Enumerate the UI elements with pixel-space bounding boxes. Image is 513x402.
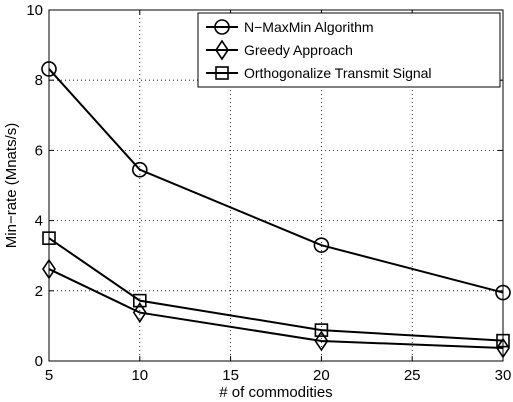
x-tick-label: 10 — [131, 367, 148, 384]
legend-label: Greedy Approach — [244, 42, 353, 58]
data-point-diamond — [132, 302, 147, 324]
legend-label: Orthogonalize Transmit Signal — [244, 65, 432, 81]
legend-marker-square — [215, 66, 229, 80]
x-tick-label: 5 — [45, 367, 53, 384]
data-point-circle — [495, 284, 511, 301]
series-circle — [41, 61, 511, 301]
data-point-diamond — [314, 330, 329, 352]
legend-entry: Orthogonalize Transmit Signal — [206, 65, 432, 81]
legend-marker-circle — [214, 19, 230, 35]
x-tick-label: 15 — [222, 367, 239, 384]
data-point-diamond — [496, 337, 510, 359]
x-tick-label: 20 — [313, 367, 330, 384]
series-line — [48, 268, 504, 350]
y-tick-label: 2 — [35, 283, 43, 300]
axis-ticks: 5 10 15 20 25 30 0 2 4 6 8 10 — [26, 2, 511, 384]
data-point-circle — [132, 161, 148, 178]
series-line — [48, 68, 504, 294]
y-axis-label: Min−rate (Mnats/s) — [3, 123, 20, 248]
data-point-square — [314, 323, 329, 337]
y-tick-label: 4 — [35, 213, 43, 230]
plot-frame — [48, 9, 504, 362]
y-tick-label: 10 — [26, 2, 43, 19]
x-tick-label: 25 — [404, 367, 421, 384]
data-point-circle — [313, 237, 330, 253]
y-tick-label: 0 — [35, 353, 43, 370]
data-point-diamond — [42, 258, 56, 280]
series-diamond — [42, 258, 510, 359]
legend: N−MaxMin Algorithm Greedy Approach Orthogo… — [197, 12, 501, 88]
series-square — [42, 231, 510, 348]
legend-entry: Greedy Approach — [206, 39, 353, 61]
data-point-square — [133, 293, 147, 308]
legend-box — [197, 12, 501, 88]
legend-label: N−MaxMin Algorithm — [244, 19, 374, 35]
series-line — [48, 237, 504, 342]
legend-marker-diamond — [215, 39, 229, 61]
y-tick-label: 8 — [35, 72, 43, 89]
series-layer — [41, 61, 511, 359]
data-point-square — [496, 333, 510, 348]
x-tick-label: 30 — [495, 367, 512, 384]
legend-entry: N−MaxMin Algorithm — [206, 19, 374, 35]
data-point-square — [42, 231, 56, 245]
x-axis-label: # of commodities — [219, 384, 332, 401]
data-point-circle — [41, 61, 57, 77]
y-tick-label: 6 — [35, 142, 43, 159]
